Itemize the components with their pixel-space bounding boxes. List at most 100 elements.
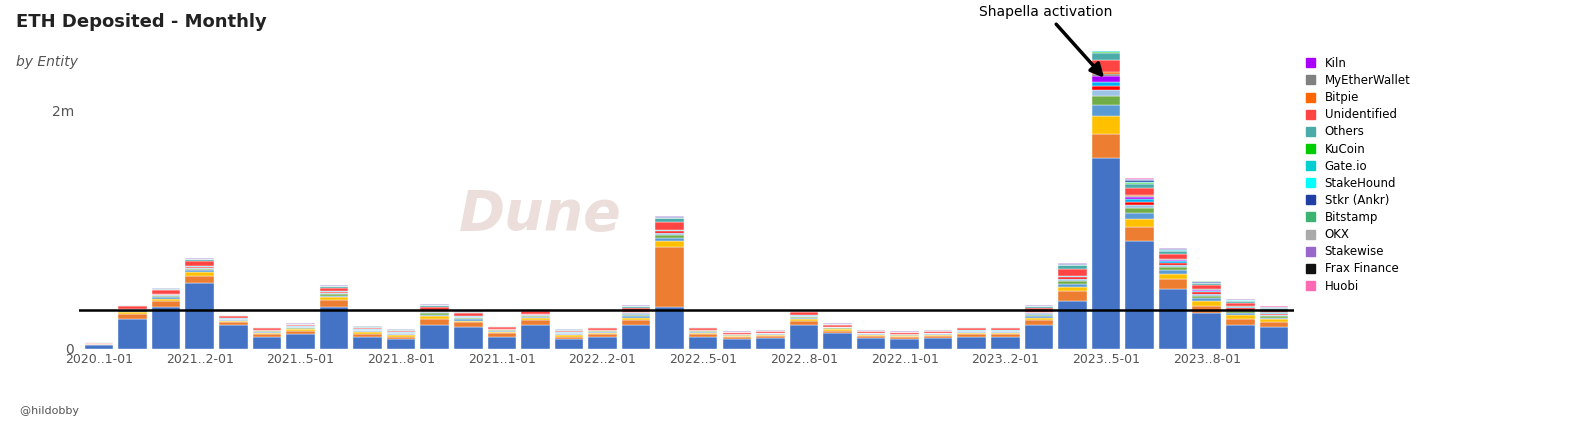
Bar <box>1125 197 1154 199</box>
Bar <box>454 322 483 327</box>
Bar <box>151 307 180 348</box>
Bar <box>824 333 852 348</box>
Bar <box>991 329 1019 330</box>
Bar <box>1024 308 1053 312</box>
Bar <box>1125 208 1154 213</box>
Bar <box>958 327 986 329</box>
Bar <box>890 335 918 336</box>
Bar <box>1125 179 1154 180</box>
Bar <box>1158 261 1187 263</box>
Bar <box>118 306 147 309</box>
Bar <box>219 316 248 318</box>
Bar <box>85 345 114 348</box>
Bar <box>1226 306 1255 307</box>
Bar <box>1193 289 1221 290</box>
Bar <box>723 334 751 335</box>
Bar <box>252 327 281 328</box>
Bar <box>488 331 516 332</box>
Bar <box>1259 315 1288 316</box>
Bar <box>1125 227 1154 241</box>
Bar <box>1259 312 1288 313</box>
Bar <box>622 317 650 320</box>
Bar <box>1092 44 1120 46</box>
Bar <box>789 312 817 315</box>
Bar <box>186 272 215 276</box>
Bar <box>555 334 584 335</box>
Bar <box>991 331 1019 332</box>
Bar <box>1024 325 1053 348</box>
Bar <box>488 332 516 333</box>
Bar <box>1226 307 1255 309</box>
Bar <box>151 297 180 298</box>
Bar <box>756 335 784 336</box>
Bar <box>1125 183 1154 184</box>
Bar <box>1158 280 1187 289</box>
Bar <box>1158 248 1187 249</box>
Bar <box>824 324 852 325</box>
Bar <box>387 335 415 337</box>
Bar <box>151 298 180 301</box>
Bar <box>1193 292 1221 294</box>
Bar <box>1125 184 1154 188</box>
Bar <box>958 333 986 334</box>
Bar <box>1059 264 1087 265</box>
Bar <box>454 313 483 316</box>
Bar <box>857 336 885 338</box>
Bar <box>186 259 215 261</box>
Bar <box>420 311 450 312</box>
Bar <box>286 331 314 334</box>
Bar <box>488 326 516 327</box>
Bar <box>151 289 180 290</box>
Bar <box>1158 267 1187 270</box>
Bar <box>824 329 852 331</box>
Bar <box>756 332 784 333</box>
Bar <box>219 319 248 320</box>
Bar <box>1125 195 1154 196</box>
Bar <box>824 331 852 333</box>
Bar <box>923 336 953 338</box>
Bar <box>488 337 516 348</box>
Bar <box>1125 201 1154 204</box>
Bar <box>1092 60 1120 72</box>
Bar <box>1193 298 1221 301</box>
Bar <box>789 315 817 316</box>
Bar <box>488 330 516 331</box>
Bar <box>1092 72 1120 74</box>
Bar <box>353 330 382 331</box>
Bar <box>923 333 953 334</box>
Bar <box>890 332 918 334</box>
Bar <box>824 328 852 329</box>
Bar <box>890 339 918 348</box>
Bar <box>387 331 415 332</box>
Bar <box>353 337 382 348</box>
Bar <box>353 332 382 334</box>
Bar <box>1226 301 1255 303</box>
Bar <box>589 331 617 332</box>
Bar <box>555 335 584 337</box>
Bar <box>1024 312 1053 313</box>
Bar <box>690 327 718 328</box>
Bar <box>857 338 885 348</box>
Bar <box>991 327 1019 329</box>
Bar <box>118 312 147 314</box>
Bar <box>219 318 248 319</box>
Bar <box>1092 85 1120 90</box>
Bar <box>723 335 751 336</box>
Bar <box>1092 105 1120 116</box>
Bar <box>622 312 650 313</box>
Bar <box>789 317 817 318</box>
Bar <box>1226 309 1255 311</box>
Bar <box>286 328 314 329</box>
Bar <box>1193 283 1221 286</box>
Bar <box>454 316 483 317</box>
Bar <box>1193 294 1221 295</box>
Bar <box>555 337 584 339</box>
Bar <box>521 314 549 315</box>
Bar <box>622 314 650 316</box>
Bar <box>622 325 650 348</box>
Bar <box>756 334 784 335</box>
Bar <box>589 327 617 328</box>
Bar <box>1125 219 1154 227</box>
Bar <box>219 320 248 321</box>
Bar <box>923 331 953 332</box>
